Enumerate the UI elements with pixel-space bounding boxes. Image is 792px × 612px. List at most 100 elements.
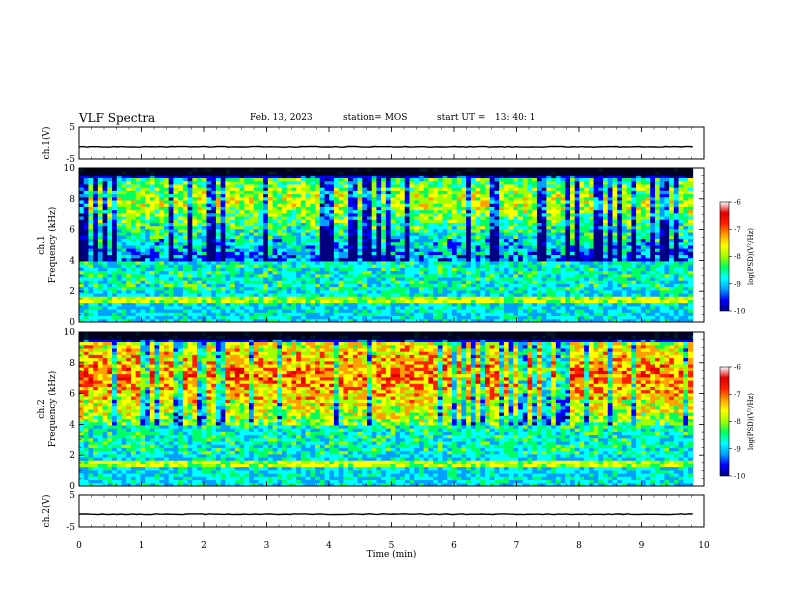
- spectrogram-cell: [258, 190, 264, 195]
- spectrogram-cell: [385, 296, 391, 300]
- spectrogram-cell: [376, 212, 382, 217]
- spectrogram-cell: [140, 315, 146, 320]
- spectrogram-cell: [163, 270, 170, 275]
- spectrogram-cell: [244, 187, 250, 191]
- spectrogram-cell: [112, 216, 118, 220]
- spectrogram-cell: [522, 190, 528, 195]
- spectrogram-cell: [206, 222, 212, 227]
- spectrogram-cell: [381, 238, 387, 243]
- spectrogram-cell: [503, 264, 510, 268]
- spectrogram-cell: [560, 241, 566, 246]
- spectrogram-cell: [428, 245, 434, 249]
- spectrogram-cell: [282, 184, 288, 188]
- spectrogram-cell: [409, 228, 415, 233]
- spectrogram-cell: [433, 212, 439, 217]
- spectrogram-cell: [253, 277, 259, 281]
- spectrogram-cell: [197, 305, 203, 310]
- spectrogram-cell: [390, 219, 396, 223]
- spectrogram-cell: [154, 280, 160, 284]
- spectrogram-cell: [499, 241, 505, 246]
- spectrogram-cell: [485, 174, 491, 179]
- spectrogram-cell: [352, 318, 358, 323]
- spectrogram-cell: [518, 315, 524, 320]
- spectrogram-cell: [225, 248, 231, 252]
- spectrogram-cell: [319, 293, 325, 297]
- spectrogram-cell: [277, 241, 283, 246]
- spectrogram-cell: [508, 241, 514, 246]
- spectrogram-cell: [310, 257, 316, 262]
- spectrogram-cell: [173, 315, 179, 320]
- spectrogram-cell: [348, 293, 354, 297]
- spectrogram-cell: [404, 264, 410, 268]
- spectrogram-cell: [239, 203, 245, 207]
- spectrogram-cell: [404, 286, 410, 291]
- spectrogram-cell: [272, 209, 278, 214]
- spectrogram-cell: [433, 305, 439, 310]
- spectrogram-cell: [551, 193, 557, 198]
- spectrogram-cell: [282, 225, 288, 230]
- spectrogram-cell: [192, 228, 198, 233]
- spectrogram-cell: [461, 299, 467, 304]
- spectrogram-cell: [173, 187, 179, 191]
- spectrogram-cell: [79, 312, 85, 316]
- spectrogram-cell: [215, 318, 222, 323]
- spectrogram-cell: [414, 200, 420, 204]
- spectrogram-cell: [414, 283, 420, 288]
- spectrogram-cell: [395, 184, 401, 188]
- spectrogram-cell: [145, 196, 151, 201]
- spectrogram-cell: [395, 296, 401, 300]
- spectrogram-cell: [536, 318, 543, 323]
- spectrogram-cell: [418, 187, 425, 191]
- spectrogram-cell: [130, 251, 137, 256]
- spectrogram-cell: [248, 193, 255, 198]
- spectrogram-cell: [333, 200, 340, 204]
- spectrogram-cell: [551, 309, 557, 313]
- spectrogram-cell: [107, 196, 113, 201]
- spectrogram-cell: [546, 193, 552, 198]
- spectrogram-cell: [79, 293, 85, 297]
- spectrogram-cell: [433, 270, 439, 275]
- spectrogram-cell: [475, 174, 481, 179]
- spectrogram-cell: [536, 315, 543, 320]
- spectrogram-cell: [333, 245, 340, 249]
- spectrogram-cell: [333, 184, 340, 188]
- spectrogram-cell: [518, 257, 524, 262]
- spectrogram-cell: [357, 257, 363, 262]
- spectrogram-cell: [381, 200, 387, 204]
- spectrogram-cell: [395, 273, 401, 278]
- spectrogram-cell: [366, 209, 373, 214]
- spectrogram-cell: [107, 206, 113, 211]
- spectrogram-cell: [230, 302, 236, 307]
- spectrogram-cell: [343, 187, 349, 191]
- spectrogram-cell: [475, 261, 481, 265]
- spectrogram-cell: [475, 318, 481, 323]
- spectrogram-cell: [159, 264, 165, 268]
- spectrogram-cell: [225, 209, 231, 214]
- spectrogram-cell: [385, 289, 391, 294]
- spectrogram-cell: [116, 315, 122, 320]
- spectrogram-cell: [168, 177, 174, 182]
- spectrogram-cell: [277, 296, 283, 300]
- spectrogram-cell: [88, 238, 94, 243]
- spectrogram-cell: [272, 245, 278, 249]
- spectrogram-cell: [126, 212, 132, 217]
- spectrogram-cell: [319, 286, 325, 291]
- spectrogram-cell: [145, 200, 151, 204]
- spectrogram-cell: [503, 283, 510, 288]
- spectrogram-cell: [560, 251, 566, 256]
- spectrogram-cell: [518, 222, 524, 227]
- spectrogram-cell: [447, 273, 453, 278]
- spectrogram-cell: [310, 309, 316, 313]
- spectrogram-cell: [565, 257, 571, 262]
- spectrogram-cell: [140, 180, 146, 185]
- spectrogram-cell: [470, 212, 476, 217]
- spectrogram-cell: [390, 245, 396, 249]
- spectrogram-cell: [404, 212, 410, 217]
- spectrogram-cell: [319, 219, 325, 223]
- spectrogram-cell: [230, 187, 236, 191]
- spectrogram-cell: [154, 277, 160, 281]
- spectrogram-cell: [433, 289, 439, 294]
- spectrogram-cell: [145, 283, 151, 288]
- spectrogram-cell: [371, 254, 377, 259]
- spectrogram-cell: [296, 299, 302, 304]
